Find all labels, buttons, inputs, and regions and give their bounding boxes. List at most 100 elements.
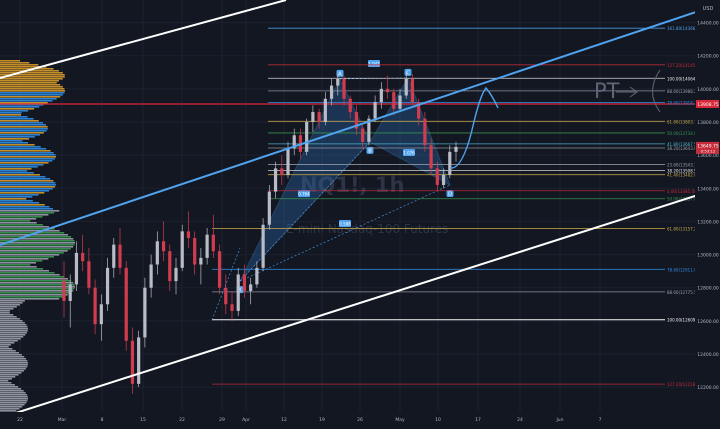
volume-profile-bar <box>0 242 75 244</box>
volume-profile-bar <box>0 152 54 154</box>
time-tick-label: May <box>395 417 405 423</box>
volume-profile-bar <box>0 370 24 372</box>
channel-lower-line[interactable] <box>0 187 720 419</box>
time-tick-label: 15 <box>140 417 146 423</box>
volume-profile-bar <box>0 82 57 84</box>
volume-profile-bar <box>0 260 43 262</box>
candle-body <box>217 251 222 288</box>
volume-profile-bar <box>0 112 22 114</box>
fib-level-label: 41.40(13482.00) <box>667 173 701 178</box>
harmonic-ratio-badge[interactable] <box>403 149 415 156</box>
pattern-start-line <box>211 247 241 321</box>
volume-profile-bar <box>0 140 23 142</box>
volume-profile-bar <box>0 334 26 336</box>
volume-profile-bar <box>0 174 40 176</box>
volume-profile-bar <box>0 64 39 66</box>
volume-profile-bar <box>0 220 31 222</box>
volume-profile-bar <box>0 72 63 74</box>
volume-profile-bar <box>0 254 60 256</box>
fib-level-label: 23.60(13543.75) <box>667 162 701 167</box>
volume-profile-bar <box>0 226 49 228</box>
volume-profile-bar <box>0 212 55 214</box>
volume-profile-bar <box>0 196 33 198</box>
volume-profile-bar <box>0 304 20 306</box>
volume-profile-bar <box>0 66 47 68</box>
volume-profile-bar <box>0 108 35 110</box>
volume-profile-bar <box>0 68 54 70</box>
projection-path[interactable] <box>449 86 499 169</box>
harmonic-point-label: B <box>368 148 372 154</box>
candle-body <box>267 191 271 225</box>
projection-arrow[interactable] <box>449 86 499 169</box>
candle-body <box>118 244 122 268</box>
volume-profile-bar <box>0 190 50 192</box>
candle-body <box>149 264 153 288</box>
candle-body <box>74 252 79 285</box>
fib-level-label: 88.60(13988.25) <box>667 89 701 94</box>
price-tick-label: 13200.00 <box>697 219 719 225</box>
volume-profile-bar <box>0 144 35 146</box>
volume-profile-bar <box>0 122 44 124</box>
candle-body <box>242 274 247 292</box>
pt-annotation[interactable]: PT <box>594 79 620 103</box>
volume-profile-bar <box>0 390 24 392</box>
harmonic-ratio-badge[interactable] <box>339 220 351 227</box>
volume-profile-bar <box>0 298 60 300</box>
volume-profile-bar <box>0 394 28 396</box>
candle-body <box>161 241 166 252</box>
fib-level-label: 41.80(13667.50) <box>667 142 701 147</box>
fib-levels[interactable]: 161.80(14366.00) 127.20(14145.25) 100.00(1… <box>0 26 704 387</box>
volume-profile-bar <box>0 74 65 76</box>
harmonic-point-marker[interactable] <box>366 146 374 154</box>
volume-profile-bar <box>0 296 64 298</box>
harmonic-ratio-label: 0.764 <box>298 192 310 197</box>
volume-profile-bar <box>0 132 44 134</box>
fib-level-label: 100.00(14064.00) <box>667 76 704 81</box>
volume-profile-bar <box>0 100 53 102</box>
harmonic-ratio-badge[interactable] <box>298 190 310 197</box>
price-axis[interactable]: 14400.00 14200.00 14000.00 13800.00 13600.00… <box>695 0 720 425</box>
volume-profile-bar <box>0 282 74 284</box>
volume-profile-bar <box>0 294 68 296</box>
volume-profile-bar <box>0 300 25 302</box>
volume-profile-bar <box>0 216 43 218</box>
harmonic-ratio-badge[interactable] <box>368 60 380 67</box>
harmonic-triangle-xab[interactable] <box>239 77 371 282</box>
candle-body <box>273 168 278 192</box>
volume-profile-bar <box>0 106 40 108</box>
volume-profile-bar <box>0 182 56 184</box>
time-axis[interactable]: 22 Mar 8 15 22 29 Apr 12 19 26 May 10 17 24 Jun 7 <box>0 412 720 425</box>
volume-profile-bar <box>0 156 56 158</box>
trendlines[interactable] <box>0 0 720 419</box>
volume-profile-bar <box>0 104 44 106</box>
harmonic-point-marker[interactable] <box>336 69 344 77</box>
volume-profile-bar <box>0 94 63 96</box>
candle-body <box>286 148 290 176</box>
channel-upper-line[interactable] <box>0 0 287 79</box>
volume-profile-bar <box>0 368 26 370</box>
price-tick-label: 12600.00 <box>697 319 719 325</box>
current-price-tag[interactable] <box>696 141 719 154</box>
volume-profile-bar <box>0 388 22 390</box>
volume-profile-bar <box>0 278 69 280</box>
volume-profile-bar <box>0 256 55 258</box>
time-tick-label: 19 <box>319 417 325 423</box>
blue-trendline[interactable] <box>0 3 720 246</box>
candle-body <box>280 168 284 176</box>
volume-profile-bar <box>0 194 39 196</box>
poc-price-tag[interactable] <box>696 99 719 108</box>
volume-profile-bar <box>0 356 25 358</box>
candle-body <box>329 85 334 99</box>
volume-profile-bar <box>0 248 71 250</box>
volume-profile-bar <box>0 80 59 82</box>
volume-profile-bar <box>0 410 17 412</box>
volume-profile-bar <box>0 230 60 232</box>
candle-body <box>367 118 371 142</box>
time-tick-label: 24 <box>517 417 523 423</box>
volume-profile-bar <box>0 316 17 318</box>
volume-profile-bar <box>0 252 64 254</box>
volume-profile-bar <box>0 292 71 294</box>
harmonic-point-marker[interactable] <box>446 189 454 197</box>
